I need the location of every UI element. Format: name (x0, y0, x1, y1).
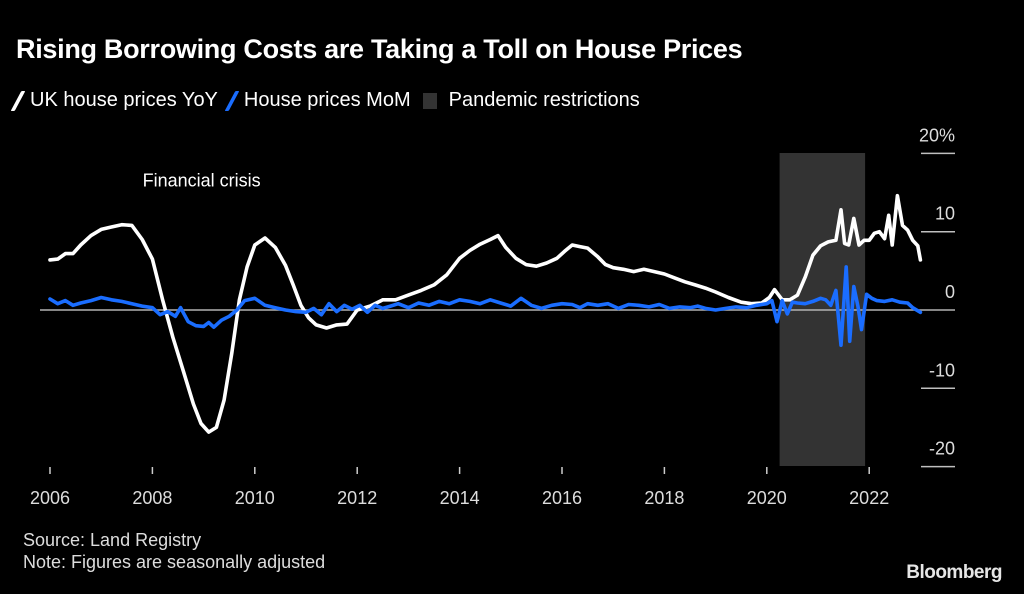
x-tick-label: 2020 (747, 488, 787, 508)
x-tick-label: 2012 (337, 488, 377, 508)
y-tick-label: -10 (929, 360, 955, 380)
x-tick-label: 2006 (30, 488, 70, 508)
y-tick-label: 0 (945, 282, 955, 302)
x-tick-label: 2010 (235, 488, 275, 508)
source-note: Source: Land Registry (23, 530, 202, 550)
legend-label: UK house prices YoY (30, 89, 218, 111)
x-tick-label: 2014 (440, 488, 480, 508)
x-tick-label: 2016 (542, 488, 582, 508)
legend-label: Pandemic restrictions (448, 89, 640, 111)
legend-label: House prices MoM (243, 89, 411, 111)
annotation-financial-crisis: Financial crisis (143, 171, 261, 191)
legend-item-mom: House prices MoM (224, 89, 411, 112)
legend: UK house prices YoY House prices MoM Pan… (10, 89, 652, 112)
legend-item-yoy: UK house prices YoY (10, 89, 218, 112)
footnote: Note: Figures are seasonally adjusted (23, 552, 326, 572)
legend-box-icon (422, 92, 437, 109)
series-line-house-prices-mom (48, 265, 923, 348)
x-tick-label: 2018 (644, 488, 684, 508)
bloomberg-logo: Bloomberg (906, 562, 1002, 583)
y-tick-label: 20% (919, 125, 955, 145)
legend-item-pandemic: Pandemic restrictions (422, 89, 640, 112)
y-tick-label: 10 (935, 204, 955, 224)
x-tick-label: 2022 (849, 488, 889, 508)
series-line-uk-house-prices-yoy (48, 193, 923, 434)
x-tick-label: 2008 (132, 488, 172, 508)
chart-title: Rising Borrowing Costs are Taking a Toll… (16, 34, 743, 64)
footer: Source: Land Registry Note: Figures are … (23, 529, 325, 573)
y-tick-label: -20 (929, 439, 955, 459)
